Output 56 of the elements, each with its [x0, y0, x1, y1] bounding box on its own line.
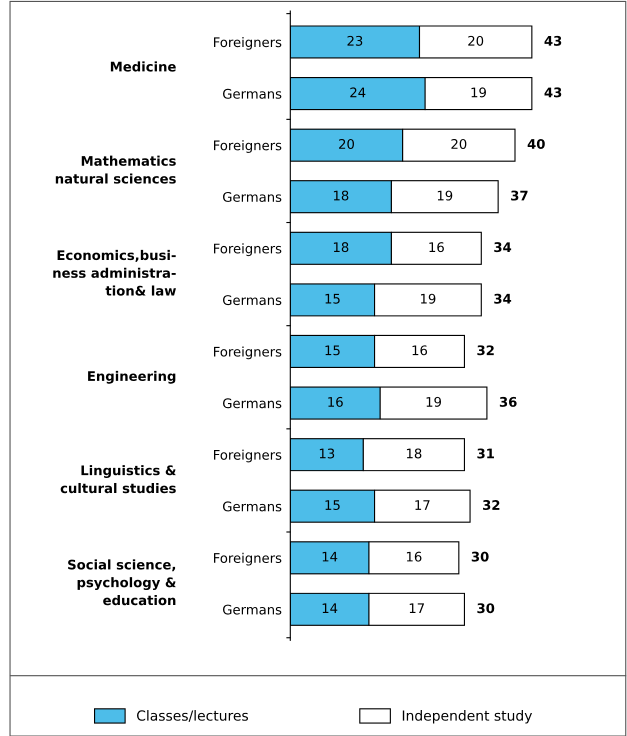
- total-label: 36: [500, 396, 517, 407]
- y-tick-label: Foreigners: [214, 450, 282, 462]
- data-label: 16: [429, 242, 444, 252]
- total-label: 40: [528, 138, 545, 149]
- data-label: 18: [334, 190, 348, 201]
- data-label: 19: [420, 294, 436, 304]
- y-tick-label: Foreigners: [214, 36, 282, 50]
- data-label: 16: [412, 345, 428, 356]
- y-tick-label: Germans: [223, 192, 282, 202]
- data-label: 15: [325, 294, 340, 304]
- data-label: 23: [347, 36, 362, 46]
- data-label: 20: [339, 138, 354, 149]
- legend-label: Classes/lectures: [137, 710, 248, 722]
- data-label: 18: [334, 242, 348, 252]
- data-label: 20: [468, 36, 484, 46]
- data-label: 15: [325, 345, 340, 356]
- total-label: 34: [494, 242, 512, 252]
- data-label: 19: [438, 190, 452, 201]
- y-tick-label: Germans: [223, 88, 282, 99]
- y-tick-label: Germans: [223, 295, 282, 306]
- total-label: 32: [477, 345, 494, 356]
- total-label: 43: [544, 36, 562, 46]
- total-label: 43: [544, 87, 562, 98]
- total-label: 31: [477, 448, 494, 458]
- legend-label: Independent study: [402, 710, 532, 724]
- y-tick-label: Foreigners: [214, 346, 282, 360]
- data-label: 18: [406, 448, 422, 458]
- data-label: 19: [472, 87, 486, 98]
- text: Economics,busi- ness administra- tion& law: [53, 250, 176, 296]
- y-tick-label: Germans: [223, 604, 282, 615]
- text: Social science, psychology & education: [68, 559, 176, 606]
- total-label: 32: [483, 500, 500, 510]
- data-label: 20: [451, 138, 466, 149]
- data-label: 15: [325, 500, 340, 510]
- total-label: 37: [511, 190, 528, 201]
- y-tick-label: Foreigners: [214, 243, 282, 256]
- data-label: 14: [322, 552, 338, 562]
- y-tick-label: Germans: [223, 501, 282, 512]
- data-label: 16: [328, 396, 343, 407]
- text: Engineering: [88, 370, 176, 384]
- text: Mathematics natural sciences: [56, 156, 176, 184]
- data-label: 24: [350, 87, 366, 98]
- data-label: 14: [322, 603, 338, 614]
- data-label: 17: [415, 500, 430, 510]
- y-tick-label: Foreigners: [214, 552, 282, 566]
- total-label: 34: [494, 294, 512, 304]
- y-tick-label: Foreigners: [214, 140, 282, 153]
- y-tick-label: Germans: [223, 398, 282, 408]
- data-label: 19: [426, 396, 442, 407]
- data-label: 17: [410, 603, 424, 614]
- data-label: 16: [406, 552, 422, 562]
- text: Medicine: [110, 61, 176, 72]
- total-label: 30: [472, 552, 489, 562]
- data-label: 13: [320, 448, 334, 458]
- total-label: 30: [477, 603, 494, 614]
- text: Linguistics & cultural studies: [60, 465, 176, 494]
